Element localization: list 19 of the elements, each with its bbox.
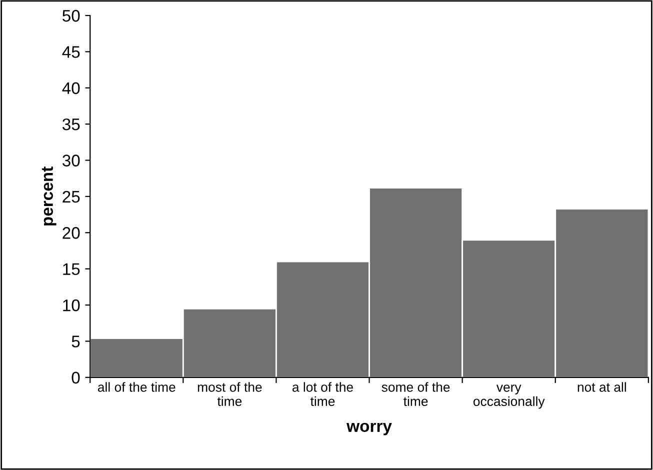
x-tick-label: not at all [578, 382, 626, 392]
y-tick-label: 35 [62, 118, 80, 130]
y-tick-label: 25 [62, 190, 80, 203]
y-tick-label: 10 [63, 299, 80, 312]
y-tick-label: 45 [62, 46, 80, 58]
x-tick-label: some of the time [382, 382, 450, 406]
y-tick-label: 0 [72, 372, 80, 384]
y-tick-label: 5 [72, 336, 80, 348]
x-tick-label: most of the time [198, 382, 262, 406]
x-tick-label: all of the time [98, 382, 176, 392]
x-tick-label: a lot of the time [292, 382, 353, 406]
y-tick-label: 40 [62, 82, 80, 94]
y-tick-label: 15 [63, 263, 80, 276]
y-tick-label: 20 [62, 227, 80, 239]
y-axis-title: percent [42, 166, 56, 226]
y-tick-label: 50 [62, 10, 80, 22]
x-axis-title: worry [346, 422, 392, 436]
x-tick-label: very occasionally [473, 384, 545, 409]
y-tick-label: 30 [62, 154, 80, 166]
